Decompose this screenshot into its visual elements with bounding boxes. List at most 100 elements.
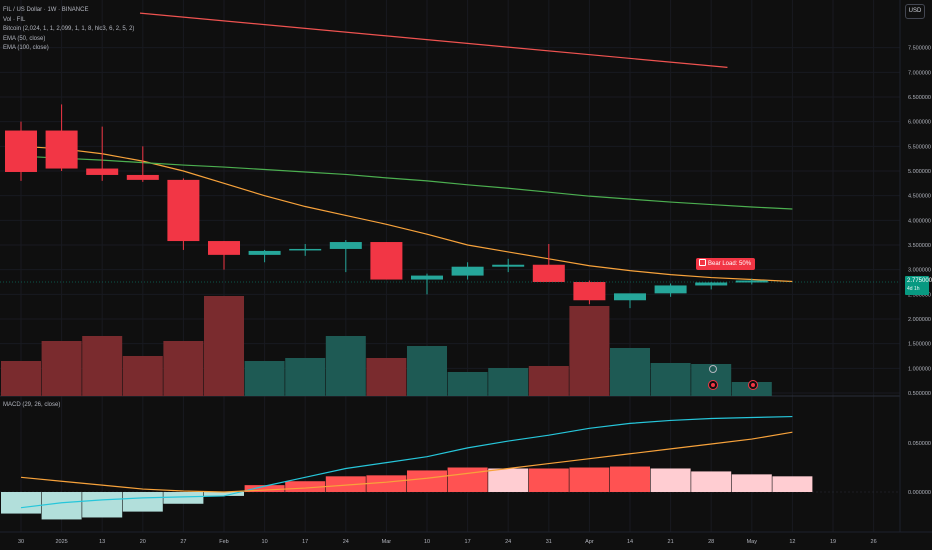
candle-body — [695, 282, 728, 286]
macd-histogram-bar — [650, 468, 691, 492]
price-axis-tick: 7.000000 — [908, 70, 931, 76]
bear-alert-label: Bear Load: 50% — [708, 261, 752, 267]
volume-bar — [41, 341, 82, 396]
macd-histogram-bar — [731, 474, 772, 492]
candle-body — [208, 241, 240, 255]
legend-volume[interactable]: Vol · FIL — [3, 16, 26, 23]
macd-histogram-bar — [244, 485, 285, 492]
candle-body — [451, 266, 484, 276]
volume-bar — [488, 368, 529, 396]
candle-body — [248, 250, 281, 255]
candle-body — [5, 130, 37, 172]
time-axis-tick: 24 — [343, 539, 349, 545]
currency-button[interactable]: USD — [905, 4, 925, 19]
volume-bar — [122, 356, 163, 396]
earnings-marker-icon[interactable] — [749, 381, 757, 389]
time-axis-tick: 13 — [99, 539, 105, 545]
volume-bar — [1, 361, 41, 396]
time-axis-tick: 27 — [180, 539, 186, 545]
ema-green-line — [20, 155, 793, 210]
candle-body — [126, 174, 159, 180]
candle-body — [86, 168, 119, 175]
macd-histogram-bar — [285, 481, 326, 492]
price-axis-tick: 6.000000 — [908, 120, 931, 126]
candle-body — [573, 282, 606, 301]
time-axis-tick: 10 — [262, 539, 268, 545]
macd-histogram-bar — [610, 466, 650, 492]
candle-body — [370, 242, 403, 280]
candle-body — [492, 264, 525, 267]
legend-bitcoin-indicator[interactable]: Bitcoin (2,024, 1, 1, 2,099, 1, 1, 8, hl… — [3, 26, 135, 33]
candle-body — [654, 285, 687, 294]
macd-histogram-bar — [691, 471, 732, 492]
macd-histogram-bar — [163, 492, 204, 504]
legend-symbol[interactable]: FIL / US Dollar · 1W · BINANCE — [3, 7, 89, 13]
macd-histogram-bar — [488, 468, 529, 492]
ema-orange-line — [20, 145, 793, 283]
macd-pane — [0, 415, 900, 520]
ema-lines — [20, 12, 793, 283]
candle-body — [329, 242, 362, 249]
candlesticks — [5, 104, 768, 309]
macd-legend[interactable]: MACD (29, 26, close) — [3, 402, 61, 408]
time-axis-tick: 20 — [140, 539, 146, 545]
volume-bar — [731, 382, 772, 396]
price-axis-tick: 7.500000 — [908, 46, 931, 52]
time-axis-tick: 26 — [871, 539, 877, 545]
price-axis-tick: 3.000000 — [908, 268, 931, 274]
macd-histogram-bar — [366, 475, 407, 492]
price-axis-tick: 4.000000 — [908, 218, 931, 224]
candle-body — [614, 293, 646, 301]
time-axis-tick: Apr — [585, 539, 594, 545]
volume-bar — [82, 336, 123, 396]
last-price-countdown: 4d 1h — [907, 286, 920, 292]
candle-body — [289, 248, 322, 251]
price-axis-tick: 4.500000 — [908, 194, 931, 200]
volume-bars — [1, 296, 772, 396]
macd-axis-tick: 0.000000 — [908, 490, 931, 496]
macd-histogram-bar — [772, 476, 813, 492]
macd-histogram-bar — [325, 476, 366, 492]
ema-red-line — [139, 12, 728, 68]
macd-histogram-bar — [41, 492, 82, 520]
time-axis-tick: 12 — [789, 539, 795, 545]
price-axis-tick: 2.000000 — [908, 317, 931, 323]
earnings-marker-icon[interactable] — [709, 381, 717, 389]
volume-bar — [407, 346, 447, 396]
volume-bar — [447, 372, 488, 396]
legend-ema50[interactable]: EMA (50, close) — [3, 35, 46, 42]
last-price-value: 2.775000 — [907, 278, 932, 284]
macd-signal-line — [20, 431, 793, 493]
price-axis[interactable]: 6.500000 6.000000 5.500000 5.000000 4.500000… — [908, 46, 931, 496]
volume-bar — [204, 296, 244, 396]
time-axis-tick: 2025 — [55, 539, 67, 545]
bear-alert-badge[interactable]: Bear Load: 50% — [696, 258, 756, 270]
candle-body — [167, 179, 200, 242]
time-axis[interactable]: 30 2025 13 20 27 Feb 10 17 24 Mar 10 17 24 31 Apr 14 21 2… — [18, 539, 877, 545]
time-axis-tick: 14 — [627, 539, 633, 545]
time-axis-tick: 17 — [465, 539, 471, 545]
chart-legend: FIL / US Dollar · 1W · BINANCE Vol · FIL… — [3, 6, 134, 54]
legend-ema100[interactable]: EMA (100, close) — [3, 45, 49, 52]
volume-bar — [366, 358, 407, 396]
time-axis-tick: 10 — [424, 539, 430, 545]
price-axis-tick: 5.500000 — [908, 144, 931, 150]
time-axis-tick: 28 — [708, 539, 714, 545]
macd-histogram-bar — [122, 492, 163, 512]
time-axis-tick: 21 — [668, 539, 674, 545]
time-axis-tick: Mar — [382, 539, 392, 545]
price-axis-tick: 2.500000 — [908, 292, 931, 298]
event-marker-icon[interactable] — [709, 365, 717, 373]
time-axis-tick: 17 — [302, 539, 308, 545]
price-axis-tick: 6.500000 — [908, 95, 931, 101]
volume-bar — [325, 336, 366, 396]
candle-body — [532, 264, 565, 282]
price-axis-tick: 0.500000 — [908, 391, 931, 397]
candle-body — [45, 130, 78, 169]
time-axis-tick: May — [747, 539, 758, 545]
macd-histogram-bar — [1, 492, 41, 514]
macd-histogram-bar — [204, 492, 244, 496]
macd-histogram-bar — [528, 468, 569, 492]
time-axis-tick: 19 — [830, 539, 836, 545]
